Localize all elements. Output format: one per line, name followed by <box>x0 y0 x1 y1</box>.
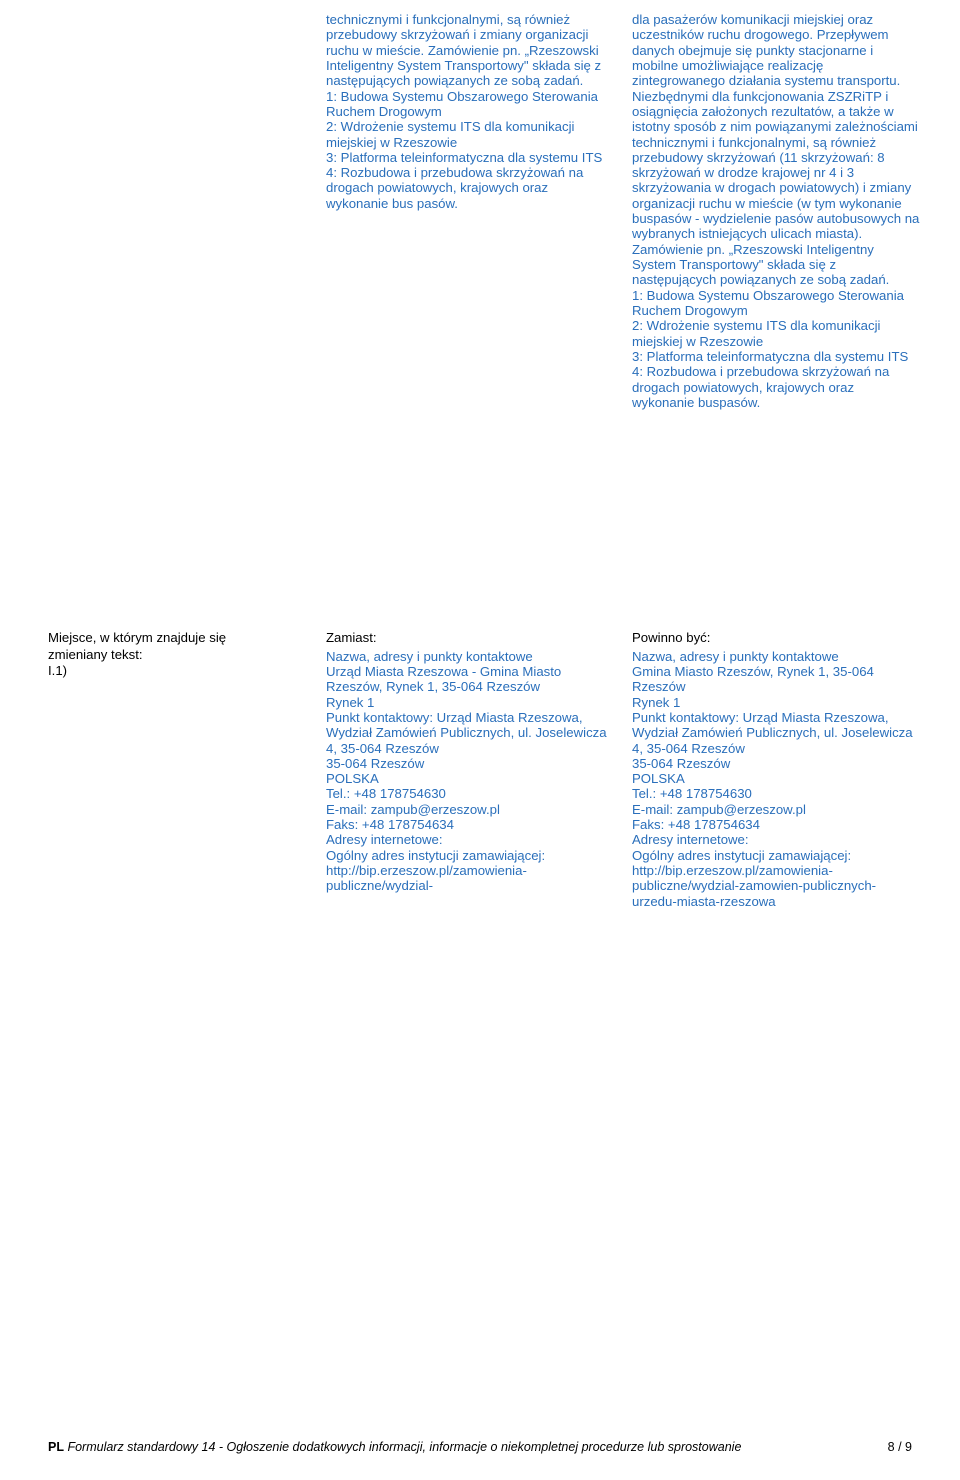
top-right-column: dla pasażerów komunikacji miejskiej oraz… <box>632 12 920 410</box>
top-middle-column: technicznymi i funkcjonalnymi, są równie… <box>326 12 614 410</box>
zamiast-body: Nazwa, adresy i punkty kontaktoweUrząd M… <box>326 649 614 894</box>
footer-text: PL Formularz standardowy 14 - Ogłoszenie… <box>48 1440 741 1456</box>
lower-columns-row: Miejsce, w którym znajduje się zmieniany… <box>48 630 912 909</box>
powinno-column: Powinno być: Nazwa, adresy i punkty kont… <box>632 630 920 909</box>
zamiast-column: Zamiast: Nazwa, adresy i punkty kontakto… <box>326 630 614 909</box>
footer-page-number: 8 / 9 <box>888 1440 912 1456</box>
top-left-spacer <box>48 12 308 410</box>
footer-body-text: Formularz standardowy 14 - Ogłoszenie do… <box>64 1440 741 1454</box>
location-label-line3: I.1) <box>48 663 308 680</box>
location-label-line1: Miejsce, w którym znajduje się <box>48 630 308 647</box>
powinno-heading: Powinno być: <box>632 630 920 647</box>
page-footer: PL Formularz standardowy 14 - Ogłoszenie… <box>48 1440 912 1456</box>
zamiast-heading: Zamiast: <box>326 630 614 647</box>
powinno-body: Nazwa, adresy i punkty kontaktoweGmina M… <box>632 649 920 909</box>
location-label-column: Miejsce, w którym znajduje się zmieniany… <box>48 630 308 909</box>
location-label-line2: zmieniany tekst: <box>48 647 308 664</box>
top-columns-row: technicznymi i funkcjonalnymi, są równie… <box>48 12 912 410</box>
footer-lang-code: PL <box>48 1440 64 1454</box>
